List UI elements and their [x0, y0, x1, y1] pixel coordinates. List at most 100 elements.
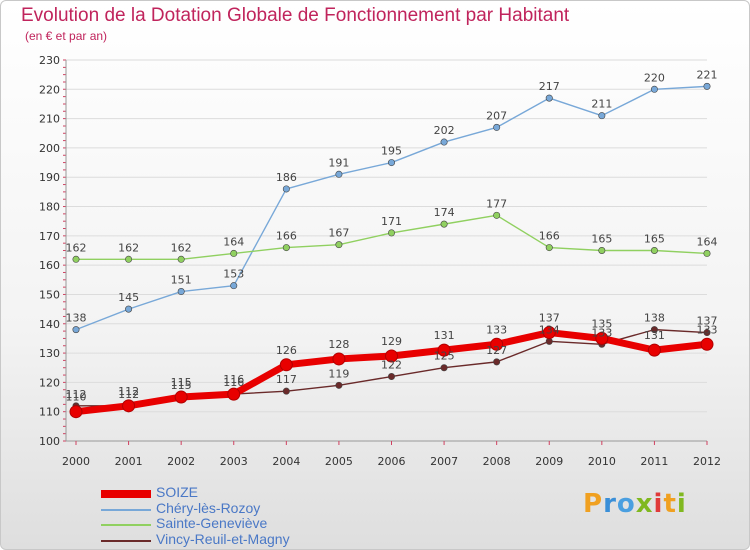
data-point — [227, 387, 241, 401]
data-point — [335, 241, 343, 249]
data-label: 115 — [171, 379, 192, 392]
data-label: 162 — [118, 241, 139, 254]
data-point — [545, 244, 553, 252]
data-labels: 138 145 151 153 186 191 195 202 207 217 211 220 221 1… — [66, 68, 718, 403]
y-tick-label: 230 — [39, 54, 60, 67]
data-point — [598, 247, 606, 255]
data-label: 164 — [223, 235, 244, 248]
data-point — [125, 255, 133, 263]
legend-label: Sainte-Geneviève — [156, 515, 268, 531]
y-tick-label: 140 — [39, 318, 60, 331]
data-label: 164 — [697, 235, 718, 248]
data-label: 119 — [328, 367, 349, 380]
data-label: 116 — [223, 373, 244, 386]
data-label: 112 — [66, 388, 87, 401]
data-point — [230, 249, 238, 257]
data-label: 195 — [381, 145, 402, 158]
data-point — [650, 326, 658, 334]
data-point — [387, 373, 395, 381]
series-line-1 — [75, 85, 708, 331]
data-label: 131 — [644, 329, 665, 342]
y-tick-label: 160 — [39, 259, 60, 272]
data-label: 202 — [434, 124, 455, 137]
data-point — [72, 255, 80, 263]
logo-letter: t — [663, 489, 677, 519]
y-tick-label: 210 — [39, 113, 60, 126]
data-point — [437, 343, 451, 357]
data-label: 207 — [486, 109, 507, 122]
data-point — [545, 94, 553, 102]
data-point — [703, 329, 711, 337]
legend-swatch — [101, 524, 151, 526]
logo-letter: i — [676, 489, 687, 519]
data-label: 137 — [697, 315, 718, 328]
y-tick-label: 120 — [39, 376, 60, 389]
y-tick-label: 200 — [39, 142, 60, 155]
x-tick-label: 2001 — [115, 455, 143, 468]
data-point — [703, 82, 711, 90]
x-tick-label: 2003 — [220, 455, 248, 468]
legend-swatch — [101, 539, 151, 542]
data-point — [703, 249, 711, 257]
data-label: 126 — [276, 344, 297, 357]
y-tick-label: 110 — [39, 406, 60, 419]
x-tick-label: 2005 — [325, 455, 353, 468]
y-tick-label: 150 — [39, 288, 60, 301]
y-tick-label: 100 — [39, 435, 60, 448]
data-label: 165 — [591, 233, 612, 246]
data-label: 165 — [644, 233, 665, 246]
data-point — [335, 381, 343, 389]
data-label: 125 — [434, 350, 455, 363]
data-point — [490, 337, 504, 351]
data-point — [387, 229, 395, 237]
data-point — [122, 399, 136, 413]
data-label: 171 — [381, 215, 402, 228]
data-label: 133 — [486, 323, 507, 336]
data-point — [282, 244, 290, 252]
y-tick-label: 220 — [39, 83, 60, 96]
data-label: 116 — [223, 376, 244, 389]
data-label: 122 — [381, 359, 402, 372]
data-point — [647, 343, 661, 357]
data-label: 137 — [539, 312, 560, 325]
data-point — [282, 387, 290, 395]
legend-swatch — [101, 508, 151, 511]
data-point — [279, 358, 293, 372]
data-point — [125, 305, 133, 313]
legend-swatch — [101, 490, 151, 498]
data-point — [440, 364, 448, 372]
data-point — [385, 349, 398, 363]
data-point — [387, 159, 395, 167]
data-label: 128 — [328, 338, 349, 351]
x-tick-label: 2008 — [483, 455, 511, 468]
data-label: 162 — [66, 241, 87, 254]
x-tick-label: 2004 — [272, 455, 300, 468]
x-tick-label: 2000 — [62, 455, 90, 468]
data-point — [72, 326, 80, 334]
chart-subtitle: (en € et par an) — [25, 29, 108, 43]
data-label: 177 — [486, 197, 507, 210]
legend-label: Vincy-Reuil-et-Magny — [156, 530, 290, 547]
x-tick-label: 2006 — [378, 455, 406, 468]
data-label: 186 — [276, 171, 297, 184]
data-label: 166 — [539, 230, 560, 243]
y-tick-label: 170 — [39, 230, 60, 243]
y-tick-label: 180 — [39, 201, 60, 214]
data-point — [332, 352, 346, 366]
data-point — [440, 220, 448, 228]
data-label: 162 — [171, 241, 192, 254]
data-label: 151 — [171, 274, 192, 287]
data-label: 117 — [276, 373, 297, 386]
data-label: 211 — [591, 98, 612, 111]
data-point — [177, 288, 185, 296]
chart-title: Evolution de la Dotation Globale de Fonc… — [21, 5, 570, 26]
data-point — [545, 337, 553, 345]
x-tick-label: 2002 — [167, 455, 195, 468]
data-point — [598, 112, 606, 120]
legend-label: Chéry-lès-Rozoy — [156, 499, 261, 516]
data-point — [700, 337, 714, 351]
data-label: 133 — [697, 323, 718, 336]
logo-letter: P — [583, 489, 604, 519]
